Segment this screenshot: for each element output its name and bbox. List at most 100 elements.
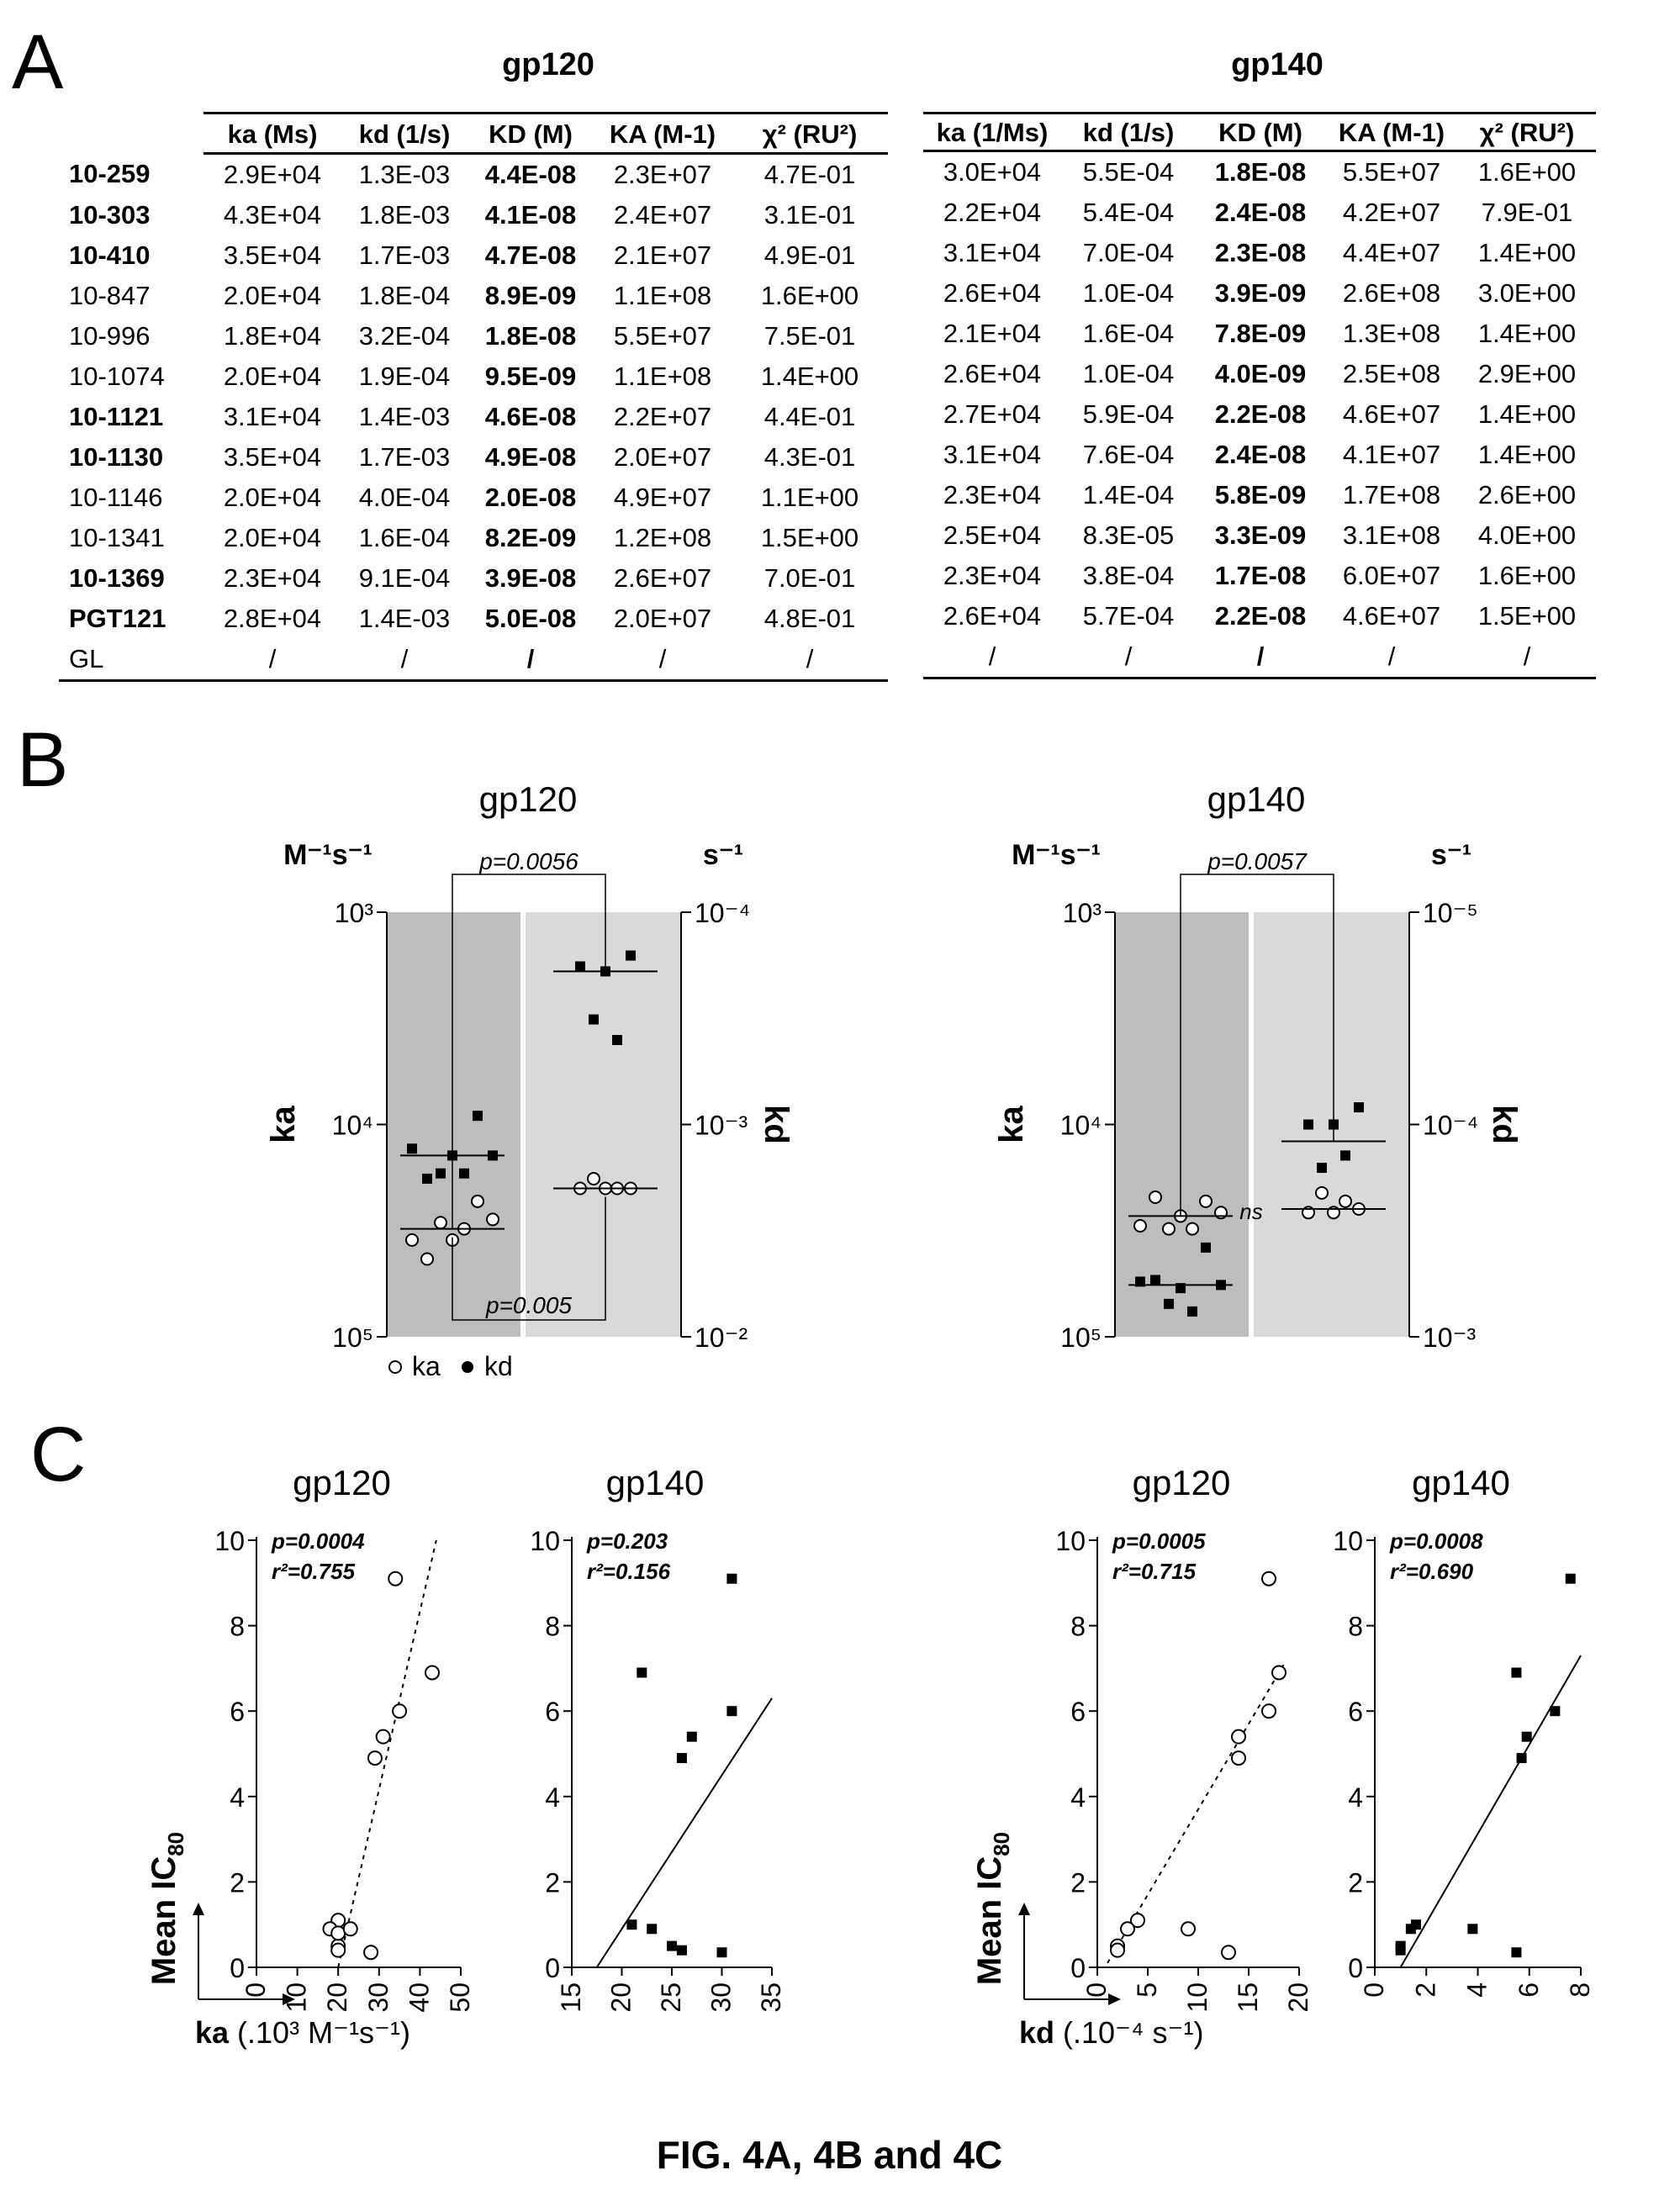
table-cell: 3.0E+00 (1477, 278, 1577, 308)
column-header: χ² (RU²) (1458, 112, 1596, 152)
x-axis-title: kd (.10⁻⁴ s⁻¹) (1019, 2015, 1204, 2050)
table-cell: 2.4E+07 (613, 200, 712, 230)
x-tick-label: 40 (404, 1982, 434, 2013)
antibody-name: 10-1130 (69, 442, 164, 472)
data-point (726, 1706, 737, 1717)
table-cell: 2.0E-08 (484, 483, 577, 512)
kd-point (1340, 1150, 1350, 1161)
kd-point (612, 1035, 622, 1046)
data-point (676, 1753, 687, 1764)
table-row: 10-1074 2.0E+04 1.9E-04 9.5E-09 1.1E+08 1.4E+… (59, 356, 888, 397)
data-point (1511, 1947, 1522, 1958)
y-tick-label: 0 (1348, 1953, 1363, 1983)
table-cell: 5.5E-04 (1082, 157, 1175, 187)
table-cell: 3.8E-04 (1082, 561, 1175, 590)
p-value-top: p=0.0057 (1207, 848, 1308, 874)
table-cell: 5.9E-04 (1082, 399, 1175, 429)
table-cell: 1.4E-04 (1082, 480, 1175, 509)
table-row: 2.3E+04 3.8E-04 1.7E-08 6.0E+07 1.6E+00 (923, 556, 1596, 596)
ka-point (405, 1233, 419, 1247)
table-row: 10-996 1.8E+04 3.2E-04 1.8E-08 5.5E+07 7.5E-0… (59, 316, 888, 356)
table-cell: 5.4E-04 (1082, 198, 1175, 227)
table-cell: 4.6E+07 (1342, 399, 1441, 429)
table-cell: 1.6E+00 (760, 281, 859, 310)
table-cell: 4.0E-04 (358, 483, 451, 512)
table-row: 10-847 2.0E+04 1.8E-04 8.9E-09 1.1E+08 1.6E+0… (59, 276, 888, 316)
data-point (1395, 1945, 1406, 1956)
column-header: KA (M-1) (594, 112, 732, 155)
data-point (1550, 1706, 1561, 1717)
table-cell: 4.9E-08 (484, 442, 577, 472)
antibody-name: 10-1121 (69, 402, 164, 431)
ka-point (420, 1252, 434, 1266)
table-cell: 4.4E-01 (763, 402, 856, 431)
data-point (1511, 1667, 1522, 1678)
antibody-name: 10-1369 (69, 563, 165, 593)
table-cell: 2.8E+04 (223, 604, 322, 633)
table-row: 10-410 3.5E+04 1.7E-03 4.7E-08 2.1E+07 4.9E-0… (59, 235, 888, 276)
regression-line (1399, 1655, 1582, 1968)
column-header: ka (1/Ms) (923, 112, 1061, 152)
p-bracket-top (1180, 874, 1334, 1217)
table-cell: 7.6E-04 (1082, 440, 1175, 469)
y-tick-label: 10 (1333, 1526, 1363, 1556)
table-cell: 2.0E+07 (613, 604, 712, 633)
left-unit-label: M⁻¹s⁻¹ (1012, 839, 1101, 871)
data-point (647, 1924, 658, 1935)
y-tick-label: 8 (545, 1612, 560, 1642)
table-cell: / (732, 639, 888, 682)
data-point (1516, 1753, 1527, 1764)
y-axis-title: Mean IC80 (971, 1832, 1014, 1985)
table-cell: 3.1E+04 (943, 238, 1042, 267)
table-row: GL / / / / / (59, 639, 888, 682)
table-cell: 2.0E+04 (223, 362, 322, 391)
table-cell: 2.6E+08 (1342, 278, 1441, 308)
table-row: 2.5E+04 8.3E-05 3.3E-09 3.1E+08 4.0E+00 (923, 515, 1596, 556)
antibody-name: PGT121 (69, 604, 166, 633)
table-gp120-title: gp120 (502, 47, 594, 82)
table-cell: 3.9E-09 (1214, 278, 1307, 308)
x-tick-label: 0 (1359, 1982, 1389, 1998)
figure-caption: FIG. 4A, 4B and 4C (656, 2133, 1003, 2177)
table-gp140-title: gp140 (1231, 47, 1324, 82)
column-header: χ² (RU²) (732, 112, 888, 155)
ka-point (1133, 1218, 1147, 1233)
y-tick-label: 6 (230, 1697, 245, 1727)
table-row: 10-1130 3.5E+04 1.7E-03 4.9E-08 2.0E+07 4.3E-… (59, 437, 888, 478)
data-point (626, 1919, 637, 1930)
data-point (1565, 1573, 1576, 1584)
antibody-name: 10-1341 (69, 523, 165, 552)
table-cell: 1.6E-04 (1082, 319, 1175, 348)
table-cell: 2.1E+04 (943, 319, 1042, 348)
kd-point (1303, 1119, 1313, 1130)
table-cell: 3.2E-04 (358, 321, 451, 351)
table-cell: 1.5E+00 (760, 523, 859, 552)
data-point (375, 1729, 391, 1745)
antibody-name: GL (59, 639, 203, 682)
x-tick-label: 0 (240, 1982, 271, 1998)
kd-point (1150, 1275, 1160, 1285)
data-point (363, 1945, 379, 1961)
x-tick-label: 50 (445, 1982, 475, 2013)
data-point (367, 1750, 383, 1766)
ka-point (1339, 1194, 1352, 1208)
right-tick-label: 10⁻⁵ (1423, 898, 1478, 928)
table-cell: 1.4E+00 (1477, 238, 1577, 267)
ka-point (1315, 1185, 1329, 1200)
table-cell: 1.8E-08 (1214, 157, 1307, 187)
left-tick-label: 10⁵ (1060, 1322, 1102, 1353)
x-tick-label: 0 (1081, 1982, 1112, 1998)
table-cell: 1.3E+08 (1342, 319, 1441, 348)
table-cell: 4.1E+07 (1342, 440, 1441, 469)
table-cell: 1.7E-03 (358, 240, 451, 270)
table-cell: 4.6E-08 (484, 402, 577, 431)
antibody-name: 10-303 (69, 200, 151, 230)
x-tick-label: 20 (1283, 1982, 1313, 2013)
table-cell: 3.3E-09 (1214, 520, 1307, 550)
y-tick-label: 6 (1070, 1697, 1086, 1727)
kd-point (1201, 1242, 1211, 1253)
antibody-name: 10-1074 (69, 362, 165, 391)
legend-ka-label: ka (412, 1351, 441, 1381)
table-cell: 1.7E-03 (358, 442, 451, 472)
table-cell: 2.6E+04 (943, 601, 1042, 631)
